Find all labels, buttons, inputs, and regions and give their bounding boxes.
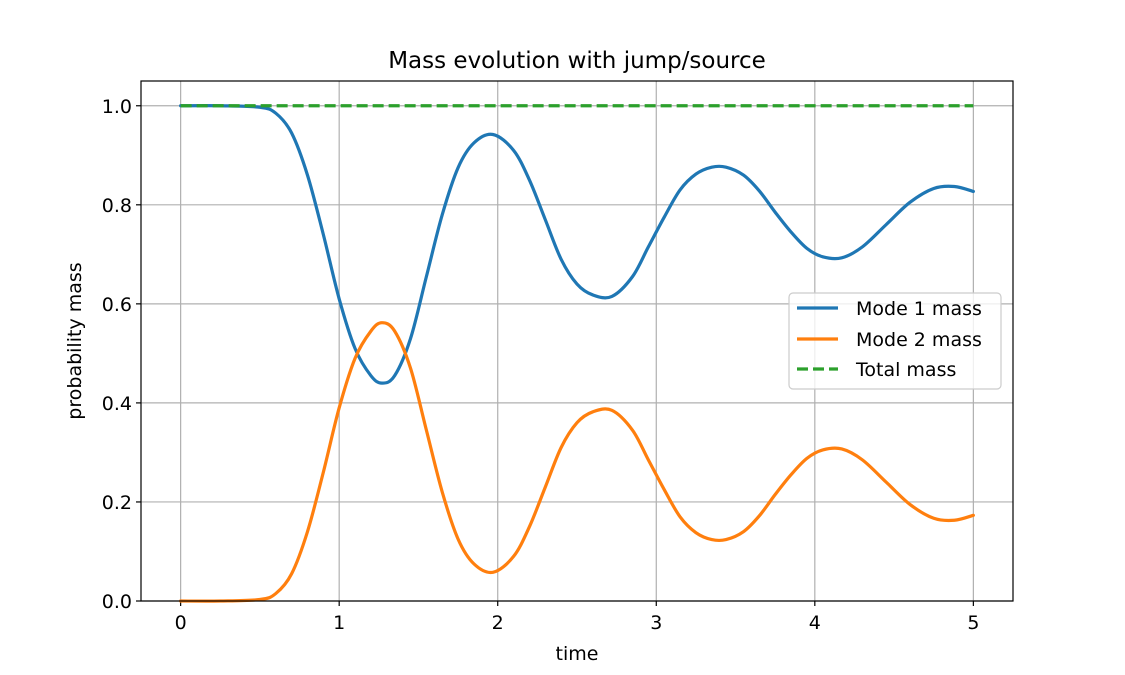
legend-label-total: Total mass <box>855 359 956 381</box>
legend-label-mode-2: Mode 2 mass <box>856 329 982 351</box>
y-tick-label: 1.0 <box>102 96 132 118</box>
y-axis-label: probability mass <box>64 262 86 419</box>
legend: Mode 1 mass Mode 2 mass Total mass <box>788 292 1002 390</box>
chart-title: Mass evolution with jump/source <box>388 48 766 74</box>
x-axis-label: time <box>556 643 599 665</box>
x-tick-label: 3 <box>650 612 662 634</box>
y-tick-label: 0.4 <box>102 393 132 415</box>
y-tick-label: 0.2 <box>102 492 132 514</box>
series-line-mode-1 <box>179 104 975 385</box>
series-layer <box>179 104 975 603</box>
x-tick-label: 2 <box>492 612 504 634</box>
plot-area-frame <box>140 80 1014 602</box>
series-line-mode-2 <box>179 321 975 603</box>
x-tick-label: 1 <box>333 612 345 634</box>
x-tick-label: 0 <box>175 612 187 634</box>
legend-box <box>788 292 1002 390</box>
legend-label-mode-1: Mode 1 mass <box>856 298 982 320</box>
y-tick-label: 0.8 <box>102 195 132 217</box>
y-tick-label: 0.0 <box>102 591 132 613</box>
tick-layer: 0 1 2 3 4 5 0.0 0.2 0.4 0.6 0.8 1.0 <box>102 96 980 634</box>
x-tick-label: 4 <box>809 612 821 634</box>
y-tick-label: 0.6 <box>102 294 132 316</box>
x-tick-label: 5 <box>967 612 979 634</box>
